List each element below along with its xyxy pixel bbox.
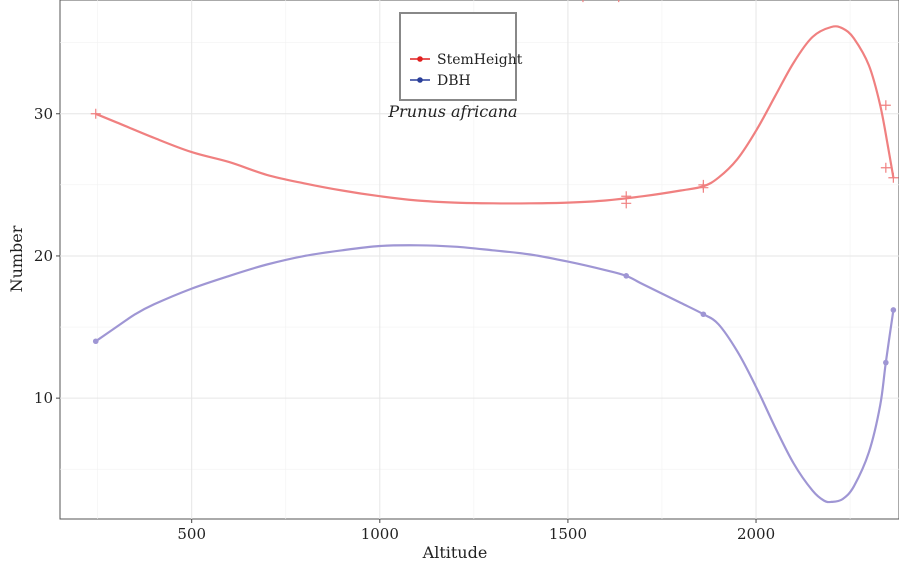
legend: StemHeight DBH: [399, 12, 523, 101]
species-annotation: Prunus africana: [387, 102, 517, 121]
point-stemheight: [582, 0, 584, 3]
point-stemheight: [90, 108, 101, 119]
legend-key-stemheight-dot: [417, 56, 423, 62]
point-dbh: [890, 307, 897, 313]
point-dbh: [883, 359, 889, 366]
series-dbh: [92, 244, 897, 504]
point-stemheight: [618, 0, 620, 3]
x-axis-title: Altitude: [422, 543, 488, 562]
point-stemheight: [888, 172, 899, 183]
point-dbh: [700, 311, 707, 318]
point-stemheight: [621, 198, 632, 209]
series-line-stemheight: [95, 25, 895, 205]
point-dbh: [92, 338, 99, 345]
point-stemheight: [880, 100, 891, 111]
axis-ticks: 500 1000 1500 2000 10 20 30: [34, 105, 775, 543]
series-line-dbh: [95, 244, 895, 504]
point-dbh: [623, 273, 630, 279]
legend-key-dbh-dot: [417, 77, 423, 83]
x-tick-label: 1500: [549, 525, 587, 543]
legend-label-dbh: DBH: [437, 73, 471, 89]
y-tick-label: 10: [34, 389, 53, 407]
point-stemheight: [880, 162, 891, 173]
point-stemheight: [698, 182, 709, 193]
x-tick-label: 1000: [361, 525, 399, 543]
y-axis-title: Number: [7, 225, 26, 292]
y-tick-label: 20: [34, 247, 53, 265]
series-stemheight: [90, 0, 899, 209]
series-layer: [90, 0, 899, 504]
y-tick-label: 30: [34, 105, 53, 123]
x-tick-label: 2000: [737, 525, 775, 543]
legend-label-stemheight: StemHeight: [437, 52, 523, 68]
x-tick-label: 500: [177, 525, 206, 543]
